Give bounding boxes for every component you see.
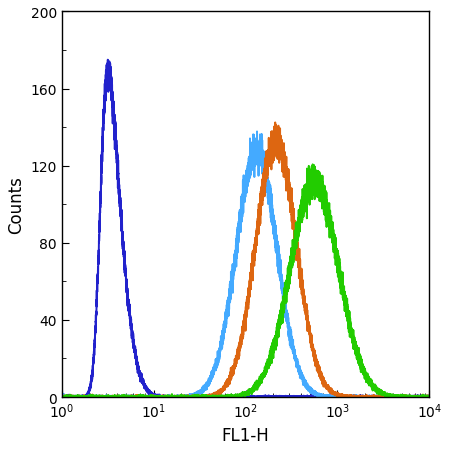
X-axis label: FL1-H: FL1-H <box>222 426 269 444</box>
Y-axis label: Counts: Counts <box>7 176 25 234</box>
